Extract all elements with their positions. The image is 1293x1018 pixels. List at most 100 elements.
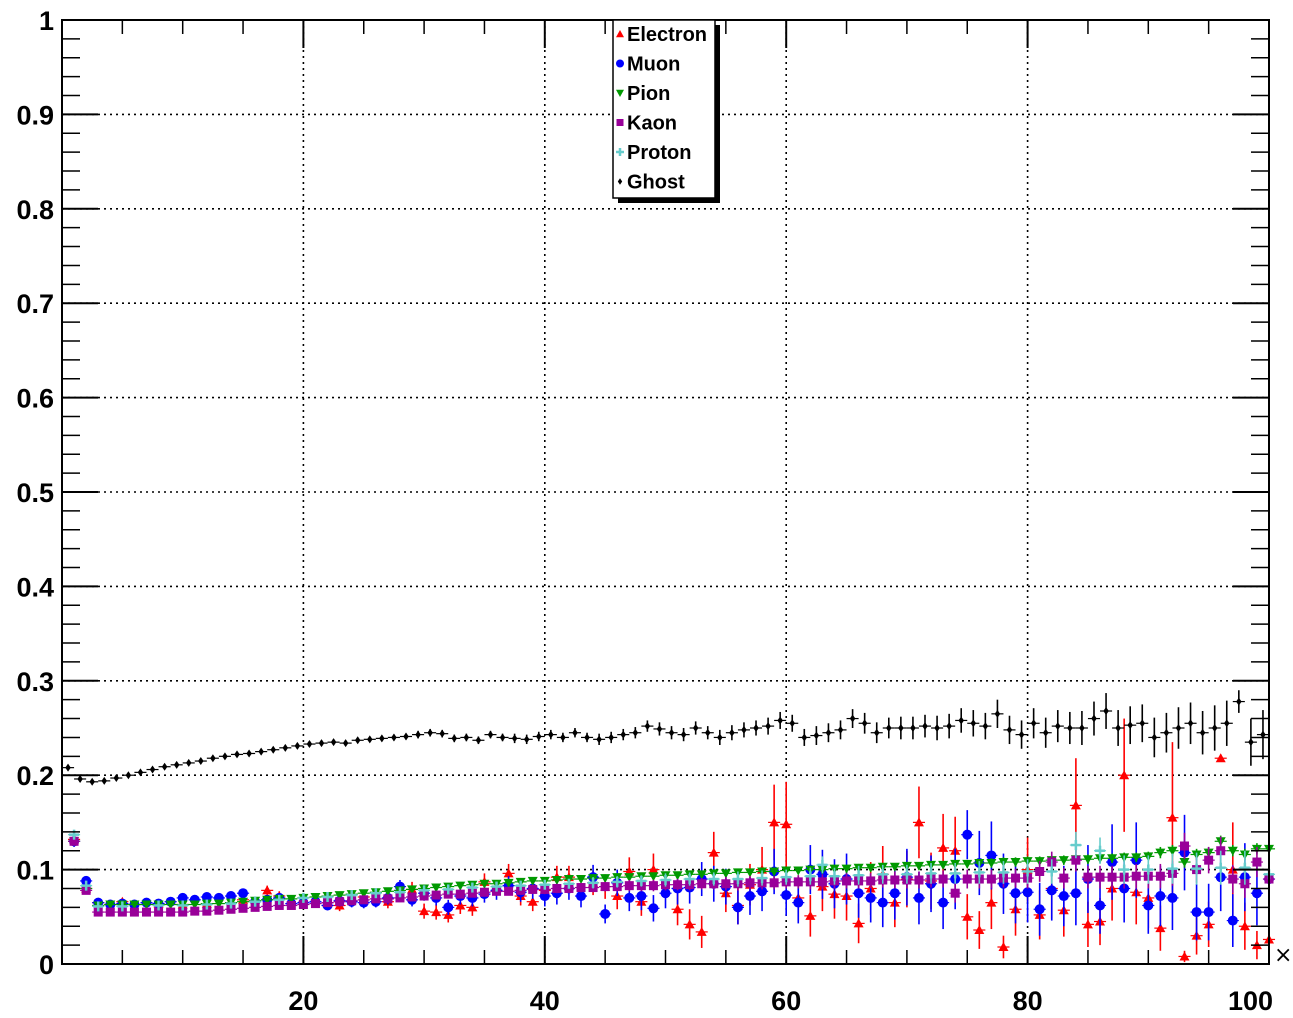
- data-point: [873, 728, 880, 737]
- data-point: [910, 724, 916, 732]
- data-point: [154, 907, 164, 917]
- data-point: [1082, 919, 1093, 929]
- data-point: [551, 875, 562, 885]
- data-point: [354, 736, 361, 745]
- data-point: [1046, 885, 1057, 896]
- data-point: [717, 733, 723, 742]
- data-point: [825, 728, 832, 737]
- data-point: [479, 887, 489, 897]
- data-point: [644, 722, 651, 731]
- data-point: [1155, 923, 1166, 933]
- y-tick-label: 0.2: [16, 761, 54, 791]
- data-point: [379, 734, 385, 743]
- data-point: [334, 891, 345, 901]
- data-point: [1022, 866, 1033, 877]
- data-point: [467, 882, 478, 893]
- data-point: [1046, 866, 1057, 877]
- data-point: [744, 868, 755, 878]
- data-point: [1143, 900, 1154, 911]
- data-point: [938, 842, 949, 852]
- data-point: [697, 879, 707, 889]
- data-point: [576, 875, 587, 885]
- data-point: [262, 885, 273, 895]
- y-tick-label: 0.6: [16, 384, 54, 414]
- data-point: [946, 722, 952, 731]
- data-point: [165, 900, 176, 910]
- data-point: [729, 728, 735, 737]
- x-axis-unit-label: ×: [1274, 943, 1292, 968]
- data-point: [552, 883, 562, 893]
- data-point: [246, 749, 252, 758]
- legend-item-muon: Muon: [616, 54, 680, 76]
- data-point: [974, 925, 985, 935]
- data-point: [668, 728, 675, 737]
- data-point: [913, 892, 924, 903]
- data-point: [600, 874, 611, 884]
- data-point: [1179, 951, 1190, 961]
- data-point: [938, 874, 948, 884]
- data-point: [1006, 725, 1013, 734]
- x-tick-label: 100: [1228, 986, 1273, 1016]
- data-point: [680, 730, 687, 739]
- data-point: [1079, 724, 1085, 732]
- data-point: [914, 875, 924, 885]
- data-point: [769, 817, 780, 827]
- series-layer: [62, 690, 1276, 963]
- x-tick-label: 40: [530, 986, 560, 1016]
- data-point: [1058, 891, 1069, 902]
- data-point: [117, 901, 128, 912]
- data-point: [861, 719, 868, 728]
- data-point: [1248, 738, 1254, 747]
- data-point: [656, 724, 663, 733]
- data-point: [286, 900, 296, 910]
- data-point: [757, 873, 768, 884]
- data-point: [523, 735, 530, 744]
- data-point: [841, 864, 852, 874]
- data-point: [210, 754, 216, 763]
- data-point: [913, 861, 924, 871]
- data-point: [511, 734, 518, 743]
- data-point: [616, 148, 624, 156]
- legend-item-ghost: Ghost: [617, 172, 685, 194]
- data-point: [805, 910, 816, 920]
- data-point: [1179, 858, 1190, 868]
- data-point: [93, 901, 104, 912]
- data-point: [371, 894, 381, 904]
- data-point: [982, 722, 989, 731]
- data-point: [1103, 707, 1109, 716]
- data-point: [745, 878, 755, 888]
- data-point: [455, 881, 466, 891]
- x-tick-label: 20: [288, 986, 318, 1016]
- data-point: [636, 875, 647, 886]
- data-point: [560, 733, 566, 742]
- data-point: [382, 887, 393, 897]
- data-point: [173, 760, 180, 769]
- data-point: [391, 733, 397, 742]
- data-point: [1022, 887, 1033, 898]
- data-point: [576, 891, 587, 902]
- legend-label: Pion: [627, 83, 670, 105]
- data-point: [801, 733, 808, 742]
- data-point: [1227, 846, 1238, 856]
- data-point: [198, 757, 204, 766]
- data-point: [793, 866, 804, 876]
- data-point: [189, 900, 200, 910]
- data-point: [1167, 892, 1178, 903]
- data-point: [1131, 853, 1142, 863]
- data-point: [548, 730, 554, 739]
- data-point: [889, 888, 900, 899]
- data-point: [950, 868, 961, 879]
- data-point: [1107, 872, 1117, 882]
- data-point: [1236, 697, 1242, 706]
- data-point: [298, 892, 309, 903]
- data-point: [1082, 855, 1093, 865]
- data-point: [499, 733, 506, 742]
- data-point: [1211, 724, 1218, 732]
- y-tick-label: 1: [39, 6, 54, 36]
- data-point: [323, 898, 333, 908]
- data-point: [865, 863, 876, 873]
- data-point: [335, 897, 345, 907]
- data-point: [527, 876, 538, 886]
- legend-label: Proton: [627, 142, 691, 164]
- data-point: [986, 874, 996, 884]
